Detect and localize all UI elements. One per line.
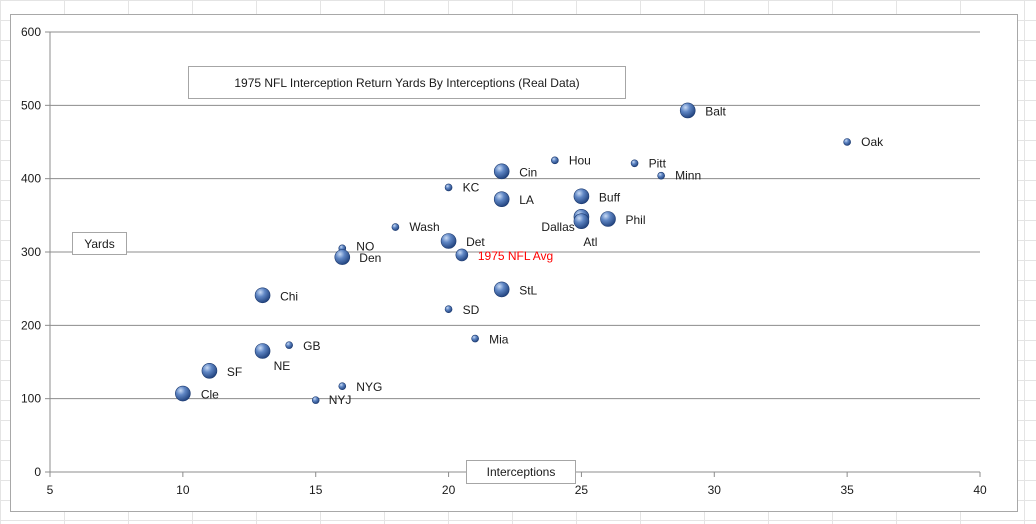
data-point [391,223,400,231]
data-label: StL [519,283,537,297]
y-tick-label: 300 [21,245,41,259]
data-label: Cin [519,165,537,179]
data-label: GB [303,339,320,353]
data-label: Det [466,235,485,249]
data-point [285,341,293,349]
x-tick-label: 10 [176,483,190,497]
x-tick-label: 40 [973,483,987,497]
data-label: Hou [569,153,591,167]
scatter-plot: 0 100 200 300 400 500 600 5 10 15 20 25 30 35 40 Balt O… [21,25,987,497]
data-label: Cle [201,388,219,402]
data-label: Pitt [649,156,667,170]
data-label: Dallas [541,220,574,234]
data-point [201,362,218,379]
data-label: SD [463,303,480,317]
data-label: Phil [626,213,646,227]
y-tick-label: 400 [21,172,41,186]
data-label: NE [274,359,291,373]
data-label: 1975 NFL Avg [478,249,553,263]
data-point [600,211,616,227]
data-label: NO [356,239,374,253]
data-point [630,159,639,168]
x-axis-title[interactable]: Interceptions [466,460,576,484]
data-point [334,249,351,265]
data-label: Wash [409,220,439,234]
data-label: Minn [675,169,701,183]
data-point [493,191,510,207]
y-tick-label: 0 [34,465,41,479]
chart-area[interactable]: 0 100 200 300 400 500 600 5 10 15 20 25 30 35 40 Balt O… [10,14,1018,512]
y-tick-label: 500 [21,98,41,112]
tick-labels: 0 100 200 300 400 500 600 5 10 15 20 25 30 35 40 [21,25,987,497]
x-tick-label: 15 [309,483,323,497]
data-point [254,287,271,304]
data-point [657,171,665,180]
data-point [573,213,590,229]
data-label: Balt [705,104,726,118]
data-point [175,385,191,402]
data-point [573,188,590,205]
data-point [338,382,347,391]
data-point [471,334,479,343]
x-tick-label: 30 [708,483,722,497]
data-label: KC [463,180,480,194]
data-point [311,396,320,404]
data-point [493,281,510,298]
data-label: NYG [356,380,382,394]
y-tick-label: 100 [21,392,41,406]
data-label: Oak [861,135,884,149]
data-point [455,248,469,262]
data-point [444,305,453,314]
data-point [843,138,851,146]
y-axis-title[interactable]: Yards [72,232,127,255]
data-point [551,156,559,165]
x-tick-label: 25 [575,483,589,497]
data-point [493,163,510,180]
data-point [679,102,696,119]
y-tick-label: 600 [21,25,41,39]
data-label: Atl [583,235,597,249]
data-label: Mia [489,333,509,347]
data-label: Buff [599,190,621,204]
data-points [175,102,851,404]
data-label: LA [519,193,534,207]
x-tick-label: 5 [47,483,54,497]
data-label: SF [227,365,242,379]
gridlines [50,31,980,400]
chart-title[interactable]: 1975 NFL Interception Return Yards By In… [188,66,626,99]
data-point [254,343,271,359]
data-label: NYJ [329,393,352,407]
y-tick-label: 200 [21,318,41,332]
x-tick-label: 20 [442,483,456,497]
x-tick-label: 35 [840,483,854,497]
data-label: Chi [280,289,298,303]
data-label: Den [359,251,381,265]
data-point [440,233,457,249]
data-point [444,183,453,192]
data-labels: Balt Oak Hou Pitt Minn Cin KC Buff LA Dallas Atl Ph… [201,104,884,407]
